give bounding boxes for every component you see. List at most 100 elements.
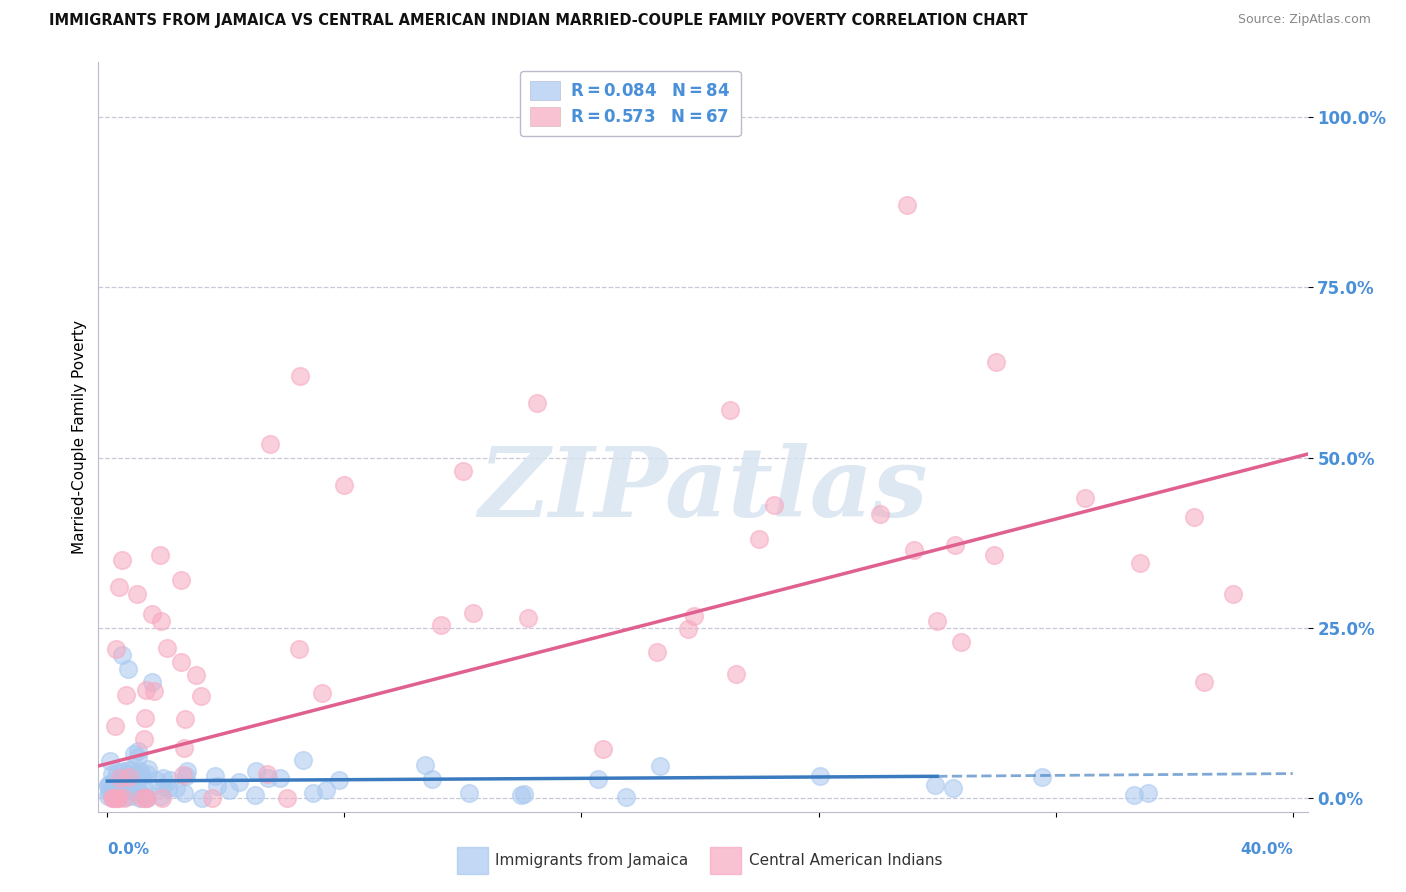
Point xyxy=(135,790,157,805)
Point xyxy=(588,772,610,787)
Point xyxy=(152,780,174,795)
Legend: $\bf{R = 0.084}$   $\bf{N = 84}$, $\bf{R = 0.573}$   $\bf{N = 67}$: $\bf{R = 0.084}$ $\bf{N = 84}$, $\bf{R =… xyxy=(520,70,741,136)
Point xyxy=(132,731,155,746)
Point xyxy=(170,655,193,669)
Point xyxy=(149,548,172,562)
Point xyxy=(173,741,195,756)
Point xyxy=(101,791,124,805)
Point xyxy=(143,684,166,698)
Point xyxy=(118,781,141,796)
Text: Central American Indians: Central American Indians xyxy=(749,854,943,868)
Point xyxy=(287,642,309,657)
Point xyxy=(96,789,118,803)
Point xyxy=(172,767,194,781)
Point xyxy=(725,667,748,681)
Point xyxy=(291,753,314,767)
Point xyxy=(869,507,891,521)
Point xyxy=(302,786,325,800)
Point xyxy=(127,749,149,764)
Point xyxy=(135,683,157,698)
Point xyxy=(1123,788,1146,802)
Point xyxy=(256,767,278,781)
Point xyxy=(112,791,135,805)
Point xyxy=(98,754,121,768)
Point xyxy=(122,747,145,761)
Point xyxy=(97,785,120,799)
Point xyxy=(127,766,149,780)
Point xyxy=(100,767,122,781)
Point xyxy=(111,783,134,797)
Point xyxy=(170,573,193,587)
Point xyxy=(141,607,163,622)
Point xyxy=(896,198,918,212)
Point xyxy=(1129,556,1152,570)
Point xyxy=(173,712,195,726)
Point xyxy=(121,789,143,804)
Point xyxy=(118,763,141,777)
Point xyxy=(311,686,333,700)
Point xyxy=(592,742,614,756)
Point xyxy=(763,498,786,512)
Point xyxy=(420,772,443,787)
Point xyxy=(243,788,266,802)
Point xyxy=(942,781,965,796)
Point xyxy=(111,774,134,789)
Point xyxy=(97,778,120,792)
Point xyxy=(103,773,125,788)
Point xyxy=(205,779,228,793)
Point xyxy=(328,773,350,788)
Point xyxy=(650,758,672,772)
Point xyxy=(191,791,214,805)
Point xyxy=(259,437,281,451)
Point xyxy=(105,641,128,656)
Point xyxy=(125,587,148,601)
Point xyxy=(413,758,436,772)
Point xyxy=(129,790,152,805)
Point xyxy=(101,789,124,804)
Point xyxy=(134,780,156,795)
Point xyxy=(157,781,180,796)
Text: 40.0%: 40.0% xyxy=(1240,842,1292,857)
Point xyxy=(107,581,129,595)
Point xyxy=(110,778,132,792)
Point xyxy=(121,781,143,796)
Point xyxy=(115,779,138,793)
Point xyxy=(135,767,157,781)
Point xyxy=(288,368,311,383)
Point xyxy=(111,648,134,662)
Point xyxy=(683,608,706,623)
Point xyxy=(218,782,240,797)
Point xyxy=(136,762,159,776)
Point xyxy=(516,611,538,625)
Point xyxy=(257,772,280,786)
Point xyxy=(269,771,291,785)
Point xyxy=(245,764,267,778)
Point xyxy=(150,791,173,805)
Point xyxy=(149,614,172,628)
Point xyxy=(114,777,136,791)
Point xyxy=(112,774,135,789)
Point xyxy=(614,790,637,805)
Point xyxy=(107,791,129,805)
Point xyxy=(111,765,134,780)
Point xyxy=(173,786,195,800)
Point xyxy=(949,634,972,648)
Point xyxy=(149,789,172,803)
Point xyxy=(983,548,1005,562)
Point xyxy=(526,396,548,410)
Point xyxy=(1137,785,1160,799)
Point xyxy=(808,769,831,783)
Text: ZIPatlas: ZIPatlas xyxy=(478,442,928,536)
Point xyxy=(228,775,250,789)
Point xyxy=(204,769,226,783)
Point xyxy=(101,780,124,795)
Point xyxy=(118,770,141,784)
Point xyxy=(945,538,967,552)
Point xyxy=(135,791,157,805)
Point xyxy=(121,769,143,783)
Point xyxy=(1182,509,1205,524)
Point xyxy=(117,662,139,676)
Point xyxy=(645,645,668,659)
Point xyxy=(1074,491,1097,506)
Point xyxy=(135,791,157,805)
